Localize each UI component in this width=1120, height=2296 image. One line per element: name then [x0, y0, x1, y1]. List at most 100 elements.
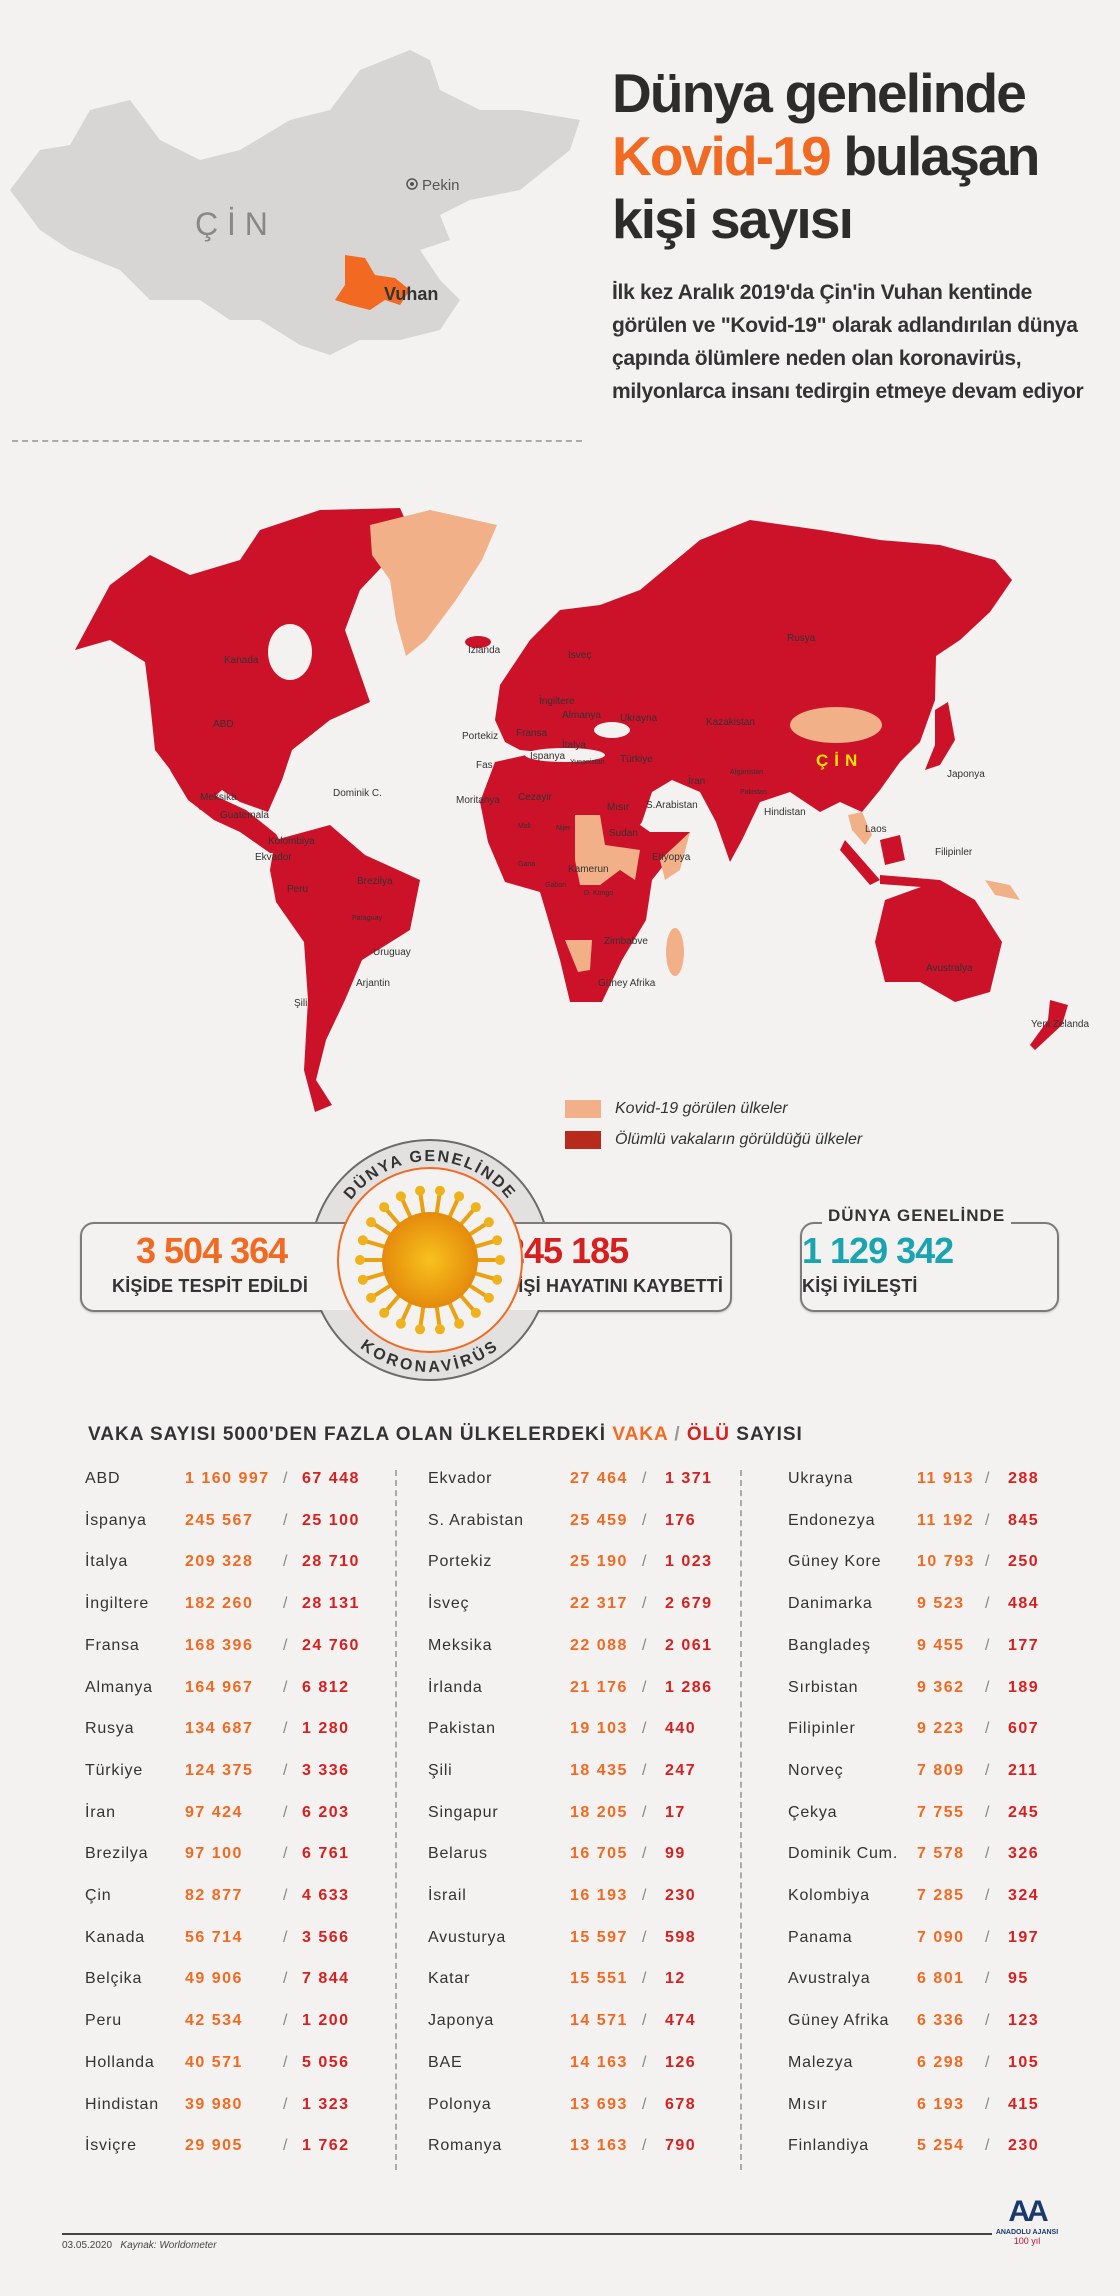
country-name: Danimarka: [788, 1595, 873, 1613]
recovered-card: [800, 1222, 1059, 1312]
map-label: Fas: [476, 760, 493, 771]
capital-marker-icon: [406, 178, 418, 190]
legend-label: Ölümlü vakaların görüldüğü ülkeler: [615, 1131, 863, 1148]
case-count: 42 534: [185, 2012, 243, 2030]
title-line-2: Kovid-19 bulaşan: [612, 125, 1040, 188]
separator: /: [985, 1970, 990, 1988]
map-label: Almanya: [562, 710, 601, 721]
south-america: [270, 825, 420, 1112]
country-name: ABD: [85, 1470, 121, 1487]
country-name: Finlandiya: [788, 2137, 869, 2155]
separator: /: [985, 2053, 990, 2071]
map-label: Cezayir: [518, 792, 552, 803]
map-label: Kolombiya: [268, 836, 315, 847]
virus-spike-tip: [492, 1235, 503, 1246]
country-name: Avustralya: [788, 1970, 871, 1988]
death-count: 197: [1008, 1928, 1040, 1946]
separator: /: [283, 1511, 288, 1529]
separator: /: [642, 1470, 647, 1487]
central-africa: [575, 815, 640, 885]
country-name: Hollanda: [85, 2053, 155, 2071]
country-name: İspanya: [85, 1511, 147, 1529]
virus-spike-tip: [483, 1292, 494, 1303]
map-label: Arjantin: [356, 978, 390, 989]
death-count: 25 100: [302, 1511, 360, 1529]
map-label: İzlanda: [468, 645, 501, 656]
logo-text: ANADOLU AJANSI: [995, 2229, 1059, 2236]
map-label: Yeni Zelanda: [1031, 1019, 1090, 1030]
case-count: 13 693: [570, 2095, 628, 2113]
separator: /: [985, 1845, 990, 1863]
death-count: 598: [665, 1928, 697, 1946]
death-count: 6 761: [302, 1845, 350, 1863]
death-count: 1 762: [302, 2137, 350, 2155]
separator: /: [985, 1511, 990, 1529]
separator: /: [283, 1803, 288, 1821]
country-name: Dominik Cum.: [788, 1845, 899, 1863]
separator: /: [985, 1761, 990, 1779]
map-label: Moritanya: [456, 795, 500, 806]
case-count: 7 809: [917, 1761, 965, 1779]
death-count: 176: [665, 1511, 697, 1529]
column-divider: [740, 1470, 742, 2170]
country-name: Belarus: [428, 1845, 488, 1863]
footer: 03.05.2020 Kaynak: Worldometer: [62, 2240, 217, 2251]
north-america: [75, 508, 412, 812]
heading-prefix: VAKA SAYISI 5000'DEN FAZLA OLAN ÜLKELERD…: [88, 1424, 613, 1445]
death-count: 230: [1008, 2137, 1040, 2155]
virus-spike-tip: [395, 1191, 406, 1202]
death-count: 177: [1008, 1636, 1040, 1654]
new-zealand: [1030, 1000, 1068, 1050]
virus-spike-tip: [483, 1217, 494, 1228]
separator: /: [642, 2053, 647, 2071]
case-count: 18 435: [570, 1761, 628, 1779]
country-name: Sırbistan: [788, 1678, 859, 1696]
title-line-1: Dünya genelinde: [612, 62, 1027, 124]
death-count: 250: [1008, 1553, 1040, 1571]
country-name: Singapur: [428, 1803, 499, 1821]
wuhan-label: Vuhan: [384, 284, 438, 304]
case-count: 15 597: [570, 1928, 628, 1946]
map-label: Mısır: [607, 802, 630, 813]
separator: /: [283, 1845, 288, 1863]
death-count: 3 336: [302, 1761, 350, 1779]
country-name: Endonezya: [788, 1511, 876, 1529]
deaths-label: KİŞİ HAYATINI KAYBETTİ: [505, 1276, 724, 1296]
death-count: 4 633: [302, 1887, 350, 1904]
country-name: İsrail: [428, 1887, 467, 1904]
map-label: Etiyopya: [652, 852, 691, 863]
deaths-count: 245 185: [505, 1230, 629, 1271]
table-heading: VAKA SAYISI 5000'DEN FAZLA OLAN ÜLKELERD…: [88, 1424, 803, 1446]
death-count: 484: [1008, 1595, 1040, 1613]
case-count: 7 755: [917, 1803, 965, 1821]
death-count: 324: [1008, 1887, 1040, 1904]
map-label: S.Arabistan: [646, 800, 698, 811]
country-name: BAE: [428, 2053, 463, 2071]
map-label: Nijer: [556, 825, 571, 832]
case-count: 164 967: [185, 1678, 254, 1696]
death-count: 2 061: [665, 1636, 713, 1654]
title-highlight: Kovid-19: [612, 125, 832, 187]
death-count: 247: [665, 1761, 697, 1779]
death-count: 474: [665, 2012, 697, 2030]
australia: [875, 880, 1002, 1002]
country-name: Portekiz: [428, 1553, 493, 1571]
death-count: 67 448: [302, 1470, 360, 1487]
footer-line: [62, 2233, 992, 2235]
separator: /: [283, 1678, 288, 1696]
hudson-bay: [268, 624, 312, 680]
death-count: 1 200: [302, 2012, 350, 2030]
country-name: Polonya: [428, 2095, 492, 2113]
death-count: 28 710: [302, 1553, 360, 1571]
map-label: D. Kongo: [584, 890, 614, 897]
virus-spike-tip: [355, 1255, 365, 1265]
country-name: Avusturya: [428, 1928, 507, 1946]
separator: /: [985, 1470, 990, 1487]
case-count: 29 905: [185, 2137, 243, 2155]
case-count: 16 705: [570, 1845, 628, 1863]
country-name: Belçika: [85, 1970, 143, 1988]
separator: /: [642, 1761, 647, 1779]
virus-ring: DÜNYA GENELİNDE KORONAVİRÜS: [309, 1139, 551, 1381]
legend-item-cases: Kovid-19 görülen ülkeler: [565, 1100, 788, 1118]
case-count: 182 260: [185, 1595, 254, 1613]
